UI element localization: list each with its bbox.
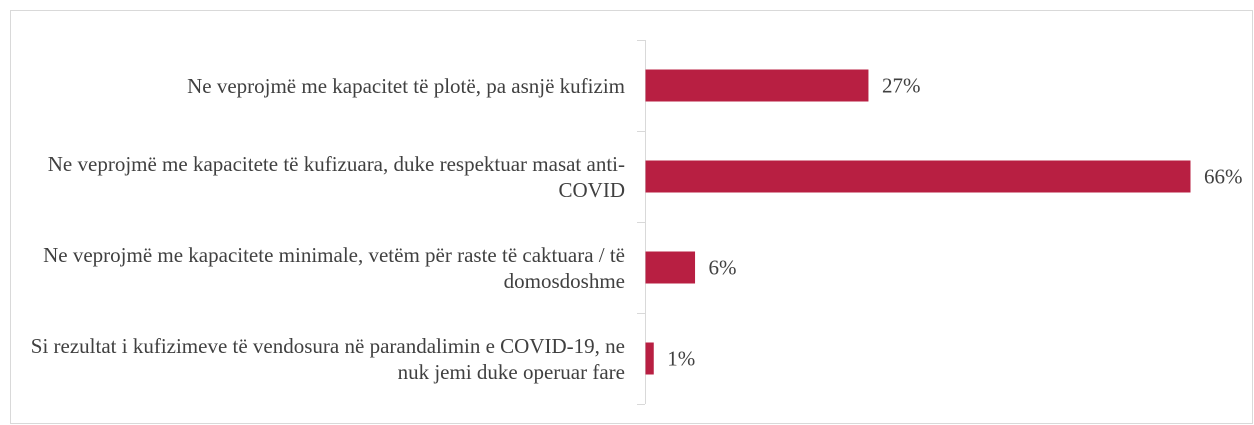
category-label: Ne veprojmë me kapacitete të kufizuara, … — [47, 151, 625, 202]
value-label: 6% — [709, 255, 737, 279]
category-label: Ne veprojmë me kapacitet të plotë, pa as… — [187, 73, 625, 98]
value-label: 66% — [1204, 164, 1243, 188]
bar — [645, 69, 869, 102]
chart-border — [10, 10, 1253, 424]
category-label: Si rezultat i kufizimeve të vendosura në… — [30, 333, 625, 384]
bar — [645, 160, 1191, 193]
value-label: 27% — [882, 73, 921, 97]
category-label: Ne veprojmë me kapacitete minimale, vetë… — [43, 242, 625, 293]
bar — [645, 251, 696, 284]
bar — [645, 342, 654, 375]
value-label: 1% — [667, 346, 695, 370]
